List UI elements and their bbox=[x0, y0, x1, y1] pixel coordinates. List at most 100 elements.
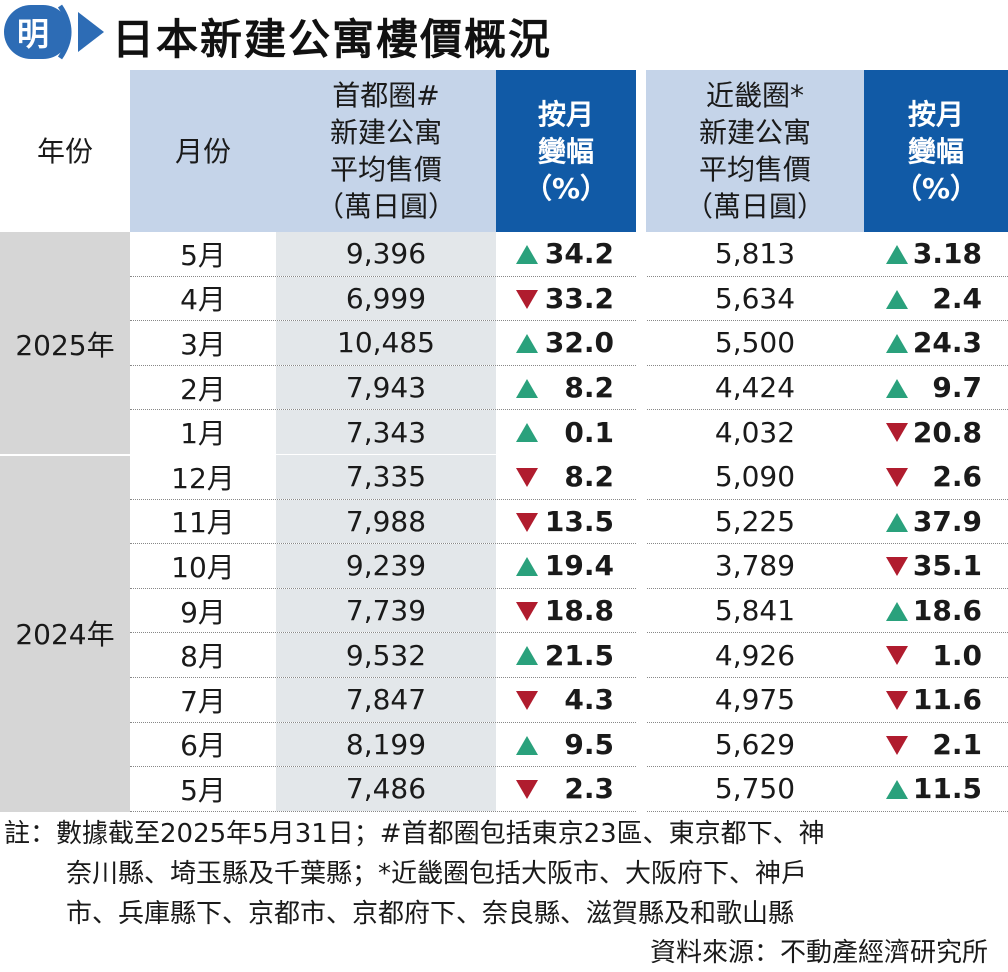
tokyo-price-cell: 7,847 bbox=[276, 678, 496, 722]
kinki-price-cell: 4,424 bbox=[714, 371, 796, 405]
up-triangle-icon bbox=[886, 378, 908, 398]
table-row: 1月 7,343 0.1 4,032 20.8 bbox=[130, 410, 1008, 455]
kinki-change-cell: 9.7 bbox=[864, 366, 1008, 410]
tokyo-price-cell: 9,239 bbox=[276, 544, 496, 588]
footnote-line: 市、兵庫縣下、京都市、京都府下、奈良縣、滋賀縣及和歌山縣 bbox=[66, 899, 795, 929]
tokyo-change-value: 0.1 bbox=[564, 415, 614, 449]
kinki-change-cell: 11.6 bbox=[864, 678, 1008, 722]
tokyo-change-value: 2.3 bbox=[564, 772, 614, 806]
down-triangle-icon bbox=[886, 557, 908, 577]
tokyo-price-cell: 9,396 bbox=[276, 232, 496, 276]
kinki-change-value: 11.5 bbox=[912, 772, 982, 806]
price-table: 年份 月份 首都圈# 新建公寓 平均售價 （萬日圓） 按月 變幅 （%） 近畿圈… bbox=[0, 70, 1008, 812]
kinki-change-value: 18.6 bbox=[912, 594, 982, 628]
down-triangle-icon bbox=[886, 735, 908, 755]
tokyo-change-value: 33.2 bbox=[544, 281, 614, 315]
table-row: 10月 9,239 19.4 3,789 35.1 bbox=[130, 544, 1008, 589]
down-triangle-icon bbox=[516, 601, 538, 621]
table-row: 6月 8,199 9.5 5,629 2.1 bbox=[130, 722, 1008, 768]
tokyo-change-cell: 21.5 bbox=[496, 633, 636, 677]
up-triangle-icon bbox=[886, 289, 908, 309]
tokyo-change-cell: 32.0 bbox=[496, 321, 636, 365]
tokyo-change-value: 34.2 bbox=[544, 237, 614, 271]
tokyo-change-cell: 33.2 bbox=[496, 277, 636, 321]
month-cell: 7月 bbox=[180, 684, 226, 718]
header-kinki-change: 按月 變幅 （%） bbox=[864, 70, 1008, 232]
table-row: 4月 6,999 33.2 5,634 2.4 bbox=[130, 276, 1008, 322]
source-credit: 資料來源：不動產經濟研究所 bbox=[649, 938, 988, 968]
tokyo-price-cell: 7,335 bbox=[276, 455, 496, 499]
kinki-price-cell: 5,090 bbox=[714, 460, 796, 494]
up-triangle-icon bbox=[886, 512, 908, 532]
tokyo-change-value: 4.3 bbox=[564, 683, 614, 717]
up-triangle-icon bbox=[516, 378, 538, 398]
kinki-change-value: 9.7 bbox=[932, 371, 982, 405]
kinki-price-cell: 4,975 bbox=[714, 683, 796, 717]
year-label: 2025年 bbox=[0, 232, 130, 455]
kinki-price-cell: 4,032 bbox=[714, 415, 796, 449]
up-triangle-icon bbox=[886, 245, 908, 264]
table-row: 3月 10,485 32.0 5,500 24.3 bbox=[130, 321, 1008, 366]
table-row: 12月 7,335 8.2 5,090 2.6 bbox=[130, 455, 1008, 500]
table-row: 5月 7,486 2.3 5,750 11.5 bbox=[130, 767, 1008, 812]
kinki-price-cell: 5,634 bbox=[714, 281, 796, 315]
kinki-change-cell: 3.18 bbox=[864, 232, 1008, 276]
tokyo-change-cell: 18.8 bbox=[496, 589, 636, 633]
table-row: 5月 9,396 34.2 5,813 3.18 bbox=[130, 232, 1008, 277]
tokyo-change-cell: 19.4 bbox=[496, 544, 636, 588]
kinki-change-value: 2.6 bbox=[932, 460, 982, 494]
column-gap bbox=[636, 70, 646, 812]
footnote-line: 奈川縣、埼玉縣及千葉縣；*近畿圈包括大阪市、大阪府下、神戶 bbox=[66, 859, 808, 889]
kinki-change-value: 11.6 bbox=[912, 683, 982, 717]
down-triangle-icon bbox=[886, 468, 908, 487]
up-triangle-icon bbox=[516, 557, 538, 577]
year-separator bbox=[0, 454, 1008, 456]
tokyo-change-value: 18.8 bbox=[544, 594, 614, 628]
kinki-change-value: 35.1 bbox=[912, 549, 982, 583]
kinki-change-cell: 24.3 bbox=[864, 321, 1008, 365]
down-triangle-icon bbox=[886, 423, 908, 443]
tokyo-change-cell: 34.2 bbox=[496, 232, 636, 276]
header-year: 年份 bbox=[0, 70, 130, 232]
tokyo-price-cell: 7,343 bbox=[276, 410, 496, 454]
kinki-price-cell: 5,841 bbox=[714, 594, 796, 628]
logo-swoosh-icon bbox=[58, 4, 72, 60]
tokyo-price-cell: 7,988 bbox=[276, 499, 496, 544]
kinki-change-value: 2.1 bbox=[932, 727, 982, 761]
kinki-price-cell: 5,813 bbox=[714, 237, 796, 271]
month-cell: 8月 bbox=[180, 640, 226, 674]
tokyo-price-cell: 6,999 bbox=[276, 276, 496, 321]
tokyo-change-value: 13.5 bbox=[544, 504, 614, 538]
month-cell: 2月 bbox=[180, 372, 226, 406]
kinki-price-cell: 5,500 bbox=[714, 326, 796, 360]
month-cell: 9月 bbox=[180, 595, 226, 629]
kinki-change-cell: 35.1 bbox=[864, 544, 1008, 588]
kinki-price-cell: 5,629 bbox=[714, 727, 796, 761]
table-row: 11月 7,988 13.5 5,225 37.9 bbox=[130, 499, 1008, 545]
tokyo-change-cell: 13.5 bbox=[496, 500, 636, 544]
kinki-price-cell: 5,750 bbox=[714, 772, 796, 806]
tokyo-change-value: 8.2 bbox=[564, 371, 614, 405]
header-tokyo-price: 首都圈# 新建公寓 平均售價 （萬日圓） bbox=[276, 70, 496, 232]
kinki-change-cell: 2.1 bbox=[864, 723, 1008, 767]
table-row: 7月 7,847 4.3 4,975 11.6 bbox=[130, 678, 1008, 723]
month-cell: 1月 bbox=[180, 417, 226, 451]
up-triangle-icon bbox=[516, 334, 538, 354]
table-row: 2月 7,943 8.2 4,424 9.7 bbox=[130, 365, 1008, 411]
tokyo-change-value: 9.5 bbox=[564, 727, 614, 761]
footnote-line: 註：數據截至2025年5月31日；#首都圈包括東京23區、東京都下、神 bbox=[4, 819, 825, 849]
tokyo-price-cell: 7,943 bbox=[276, 365, 496, 410]
table-row: 8月 9,532 21.5 4,926 1.0 bbox=[130, 633, 1008, 678]
kinki-change-cell: 37.9 bbox=[864, 500, 1008, 544]
tokyo-change-cell: 2.3 bbox=[496, 767, 636, 811]
month-cell: 11月 bbox=[171, 506, 235, 540]
newspaper-logo: 明 bbox=[4, 5, 70, 59]
tokyo-change-cell: 8.2 bbox=[496, 455, 636, 499]
month-cell: 10月 bbox=[171, 550, 235, 584]
kinki-change-value: 20.8 bbox=[912, 415, 982, 449]
table-row: 9月 7,739 18.8 5,841 18.6 bbox=[130, 588, 1008, 634]
down-triangle-icon bbox=[516, 780, 538, 800]
month-cell: 5月 bbox=[180, 773, 226, 807]
down-triangle-icon bbox=[886, 646, 908, 666]
up-triangle-icon bbox=[516, 245, 538, 264]
